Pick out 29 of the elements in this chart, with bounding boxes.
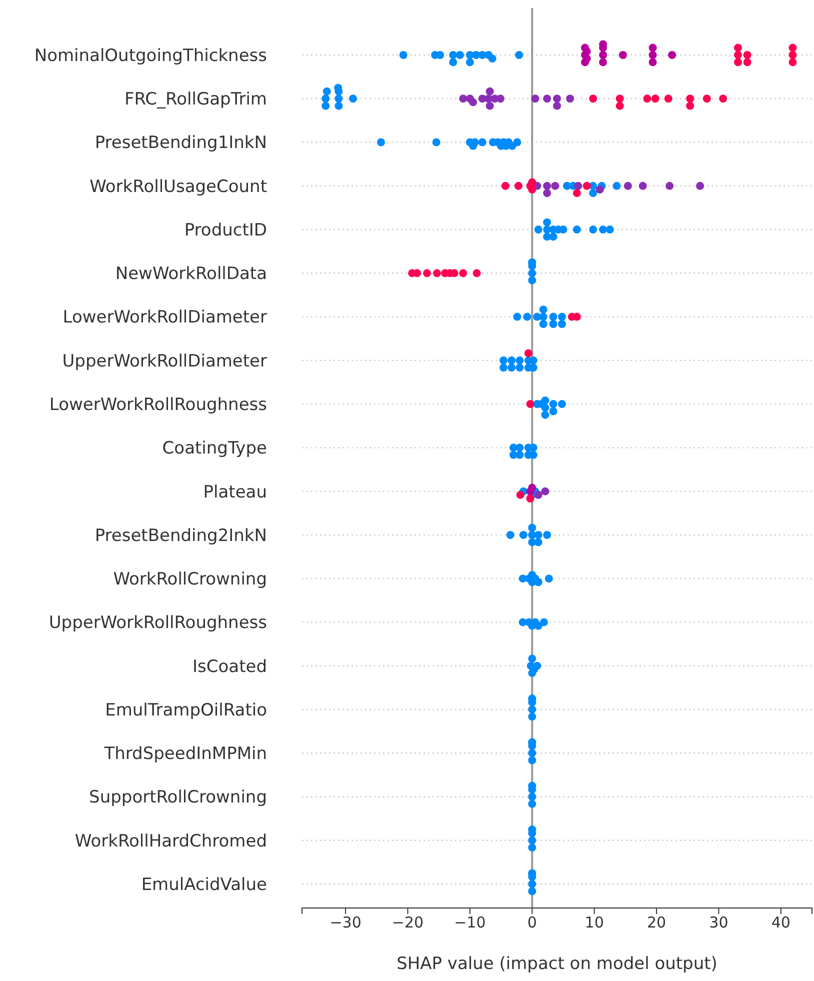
- y-tick-label: WorkRollUsageCount: [90, 176, 268, 197]
- y-tick-label: ProductID: [184, 220, 267, 240]
- x-tick-label: −10: [454, 914, 486, 932]
- y-tick-label: ThrdSpeedInMPMin: [103, 744, 267, 764]
- x-tick-label: 10: [584, 914, 604, 932]
- y-tick-label: CoatingType: [162, 438, 267, 459]
- x-tick-label: 40: [771, 914, 790, 932]
- y-tick-label: UpperWorkRollDiameter: [62, 351, 268, 372]
- y-tick-label: NewWorkRollData: [115, 264, 267, 284]
- y-tick-label: WorkRollHardChromed: [74, 831, 267, 852]
- y-tick-label: LowerWorkRollRoughness: [49, 395, 268, 416]
- x-axis-title: SHAP value (impact on model output): [396, 954, 718, 974]
- y-tick-label: EmulAcidValue: [141, 874, 267, 895]
- x-tick-label: −30: [330, 914, 362, 932]
- y-tick-label: Plateau: [203, 482, 267, 502]
- y-tick-label: UpperWorkRollRoughness: [48, 613, 268, 634]
- y-tick-label: EmulTrampOilRatio: [105, 700, 267, 720]
- x-tick-label: 20: [646, 914, 666, 932]
- y-tick-label: IsCoated: [192, 656, 267, 677]
- y-tick-label: WorkRollCrowning: [113, 570, 267, 590]
- x-tick-label: 0: [527, 914, 537, 932]
- y-tick-label: FRC_RollGapTrim: [124, 90, 267, 110]
- y-tick-label: SupportRollCrowning: [89, 788, 267, 808]
- y-tick-label: PresetBending1InkN: [94, 133, 267, 154]
- x-tick-label: 30: [709, 914, 728, 932]
- y-tick-label: PresetBending2InkN: [94, 526, 267, 546]
- y-tick-label: NominalOutgoingThickness: [34, 46, 268, 66]
- y-tick-label: LowerWorkRollDiameter: [62, 308, 268, 328]
- x-tick-label: −20: [392, 914, 424, 932]
